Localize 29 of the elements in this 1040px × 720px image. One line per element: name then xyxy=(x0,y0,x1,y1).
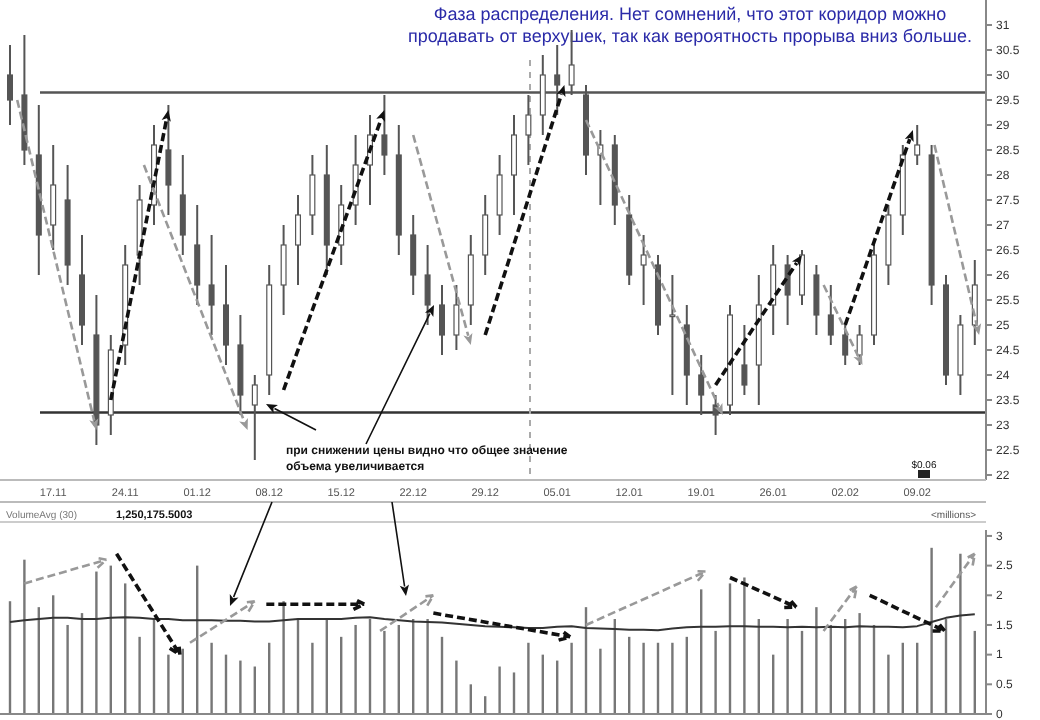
candlestick xyxy=(482,194,489,276)
candlestick xyxy=(741,324,748,396)
candlestick xyxy=(453,284,460,351)
candlestick xyxy=(223,264,229,366)
candlestick xyxy=(208,234,215,336)
candlestick xyxy=(179,154,186,256)
candlestick xyxy=(165,104,172,216)
candlestick xyxy=(511,114,517,216)
candlestick xyxy=(295,194,301,286)
candlestick xyxy=(424,244,431,326)
candlestick xyxy=(698,354,705,416)
candlestick xyxy=(410,214,417,296)
candlestick xyxy=(309,154,316,236)
candlestick xyxy=(813,264,820,336)
candlestick xyxy=(856,324,863,366)
candlestick xyxy=(842,324,849,366)
candlestick xyxy=(640,234,647,306)
candlestick xyxy=(669,274,676,396)
candlestick xyxy=(496,154,503,236)
candlestick xyxy=(784,254,791,326)
candlestick xyxy=(439,284,445,356)
candlestick xyxy=(251,374,258,461)
candlestick xyxy=(914,124,921,166)
candlestick xyxy=(50,144,57,251)
candlestick xyxy=(280,224,287,316)
candlestick xyxy=(799,249,805,306)
candlestick xyxy=(827,284,834,346)
candlestick xyxy=(7,44,13,126)
candlestick xyxy=(194,204,201,306)
